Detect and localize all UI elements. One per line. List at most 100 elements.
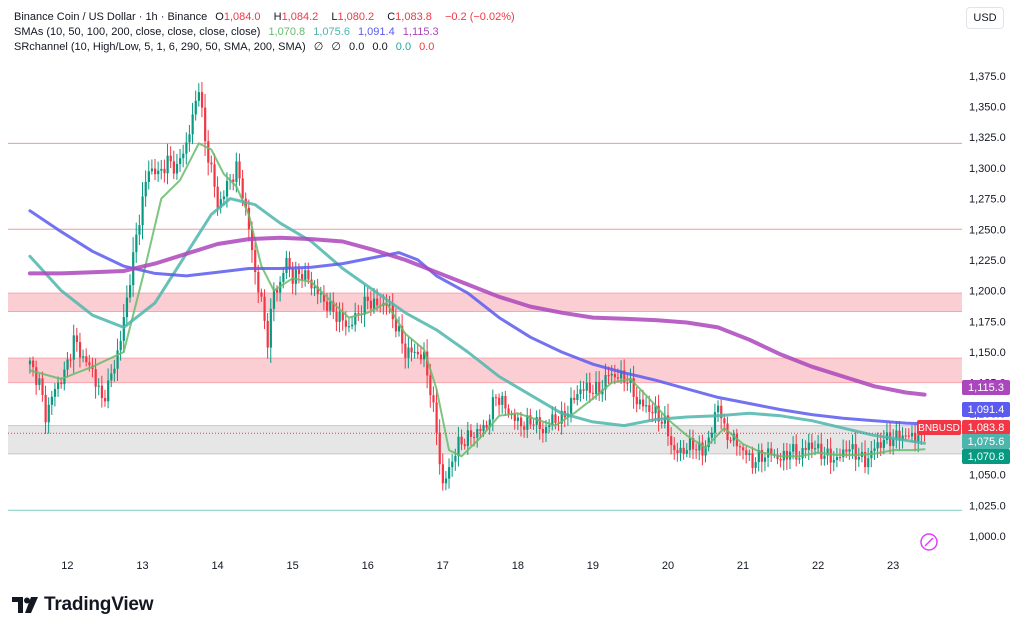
candle-body — [138, 225, 141, 235]
candle-body — [876, 442, 879, 449]
price-tag-label-2: 1,083.8 — [968, 422, 1005, 434]
candle-body — [332, 301, 335, 312]
candle-body — [645, 405, 648, 407]
candle-body — [188, 134, 191, 143]
sr-label: SRchannel (10, High/Low, 5, 1, 6, 290, 5… — [14, 41, 306, 53]
candle-body — [476, 429, 479, 438]
candle-body — [839, 456, 842, 458]
candle-body — [423, 351, 426, 360]
candle-body — [376, 298, 379, 306]
candle-body — [116, 350, 119, 369]
candle-body — [494, 397, 498, 399]
candle-body — [864, 451, 867, 468]
y-tick-label: 1,325.0 — [969, 132, 1006, 144]
candle-body — [329, 301, 332, 311]
sma10-value: 1,070.8 — [268, 26, 306, 38]
candle-body — [210, 162, 213, 165]
candle-body — [291, 269, 294, 284]
candle-body — [813, 448, 817, 450]
candle-body — [701, 442, 704, 456]
candle-body — [307, 270, 310, 280]
candle-body — [498, 397, 501, 405]
sr-value-2: ∅ — [331, 41, 341, 53]
sma-legend[interactable]: SMAs (10, 50, 100, 200, close, close, cl… — [14, 25, 444, 39]
candle-body — [41, 378, 44, 395]
high-value: 1,084.2 — [281, 11, 319, 23]
candle-body — [191, 114, 194, 135]
candle-body — [595, 381, 598, 394]
candle-body — [416, 351, 419, 355]
candle-body — [660, 421, 663, 424]
candle-body — [917, 435, 920, 443]
candle-body — [297, 269, 301, 275]
candle-body — [419, 354, 423, 360]
candle-body — [654, 405, 657, 414]
magic-icon[interactable] — [920, 533, 938, 551]
candle-body — [892, 438, 895, 446]
candle-body — [57, 382, 60, 390]
candle-body — [107, 380, 110, 402]
sma50-value: 1,075.6 — [313, 26, 350, 38]
candle-body — [845, 449, 848, 452]
candle-body — [163, 168, 166, 174]
candle-body — [676, 450, 679, 453]
candle-body — [432, 395, 435, 403]
candle-body — [194, 100, 197, 115]
candle-body — [100, 385, 104, 399]
high-label: H — [273, 11, 282, 23]
sma10-line — [28, 142, 926, 458]
candle-body — [804, 447, 807, 450]
candle-body — [682, 447, 685, 454]
x-tick-label: 22 — [812, 560, 824, 572]
candle-body — [275, 289, 279, 293]
candle-body — [551, 414, 554, 426]
candle-body — [316, 286, 319, 295]
low-value: 1,080.2 — [337, 11, 375, 23]
candle-body — [335, 311, 338, 322]
candle-body — [713, 412, 717, 433]
y-tick-label: 1,375.0 — [969, 71, 1006, 83]
candle-body — [570, 397, 573, 414]
candle-body — [304, 270, 307, 280]
candle-body — [914, 432, 917, 443]
srchannel-legend[interactable]: SRchannel (10, High/Low, 5, 1, 6, 290, 5… — [14, 40, 439, 54]
candle-body — [507, 408, 510, 415]
candle-body — [154, 168, 157, 175]
candle-body — [666, 415, 670, 437]
y-tick-label: 1,250.0 — [969, 224, 1006, 236]
candle-body — [541, 428, 545, 434]
low-label: L — [331, 11, 338, 23]
zone-2 — [8, 425, 962, 454]
candle-body — [901, 435, 904, 441]
candle-body — [294, 269, 297, 284]
candle-body — [648, 405, 651, 412]
candle-body — [401, 326, 404, 344]
x-tick-label: 17 — [437, 560, 449, 572]
candle-body — [266, 320, 269, 348]
candle-body — [35, 367, 38, 385]
ohlc-legend: Binance Coin / US Dollar · 1h · Binance … — [14, 10, 520, 24]
price-tag-2 — [962, 420, 1010, 435]
candle-body — [372, 298, 376, 309]
candle-body — [388, 304, 391, 306]
magic-icon-stroke — [924, 537, 934, 547]
candle-body — [810, 442, 814, 449]
candle-body — [573, 397, 576, 400]
candle-body — [695, 449, 698, 451]
candle-body — [679, 447, 682, 453]
candle-body — [263, 296, 266, 321]
candle-body — [688, 438, 692, 451]
candle-body — [832, 460, 835, 463]
candle-body — [807, 442, 810, 450]
brand-name: TradingView — [44, 594, 154, 615]
currency-button[interactable]: USD — [966, 7, 1004, 29]
candle-body — [501, 395, 504, 405]
candle-body — [729, 440, 732, 442]
candle-body — [526, 415, 529, 430]
price-tag-4 — [962, 449, 1010, 464]
candle-body — [166, 155, 169, 174]
candle-body — [82, 356, 85, 358]
sma200-line — [27, 235, 927, 397]
candle-body — [122, 317, 125, 341]
